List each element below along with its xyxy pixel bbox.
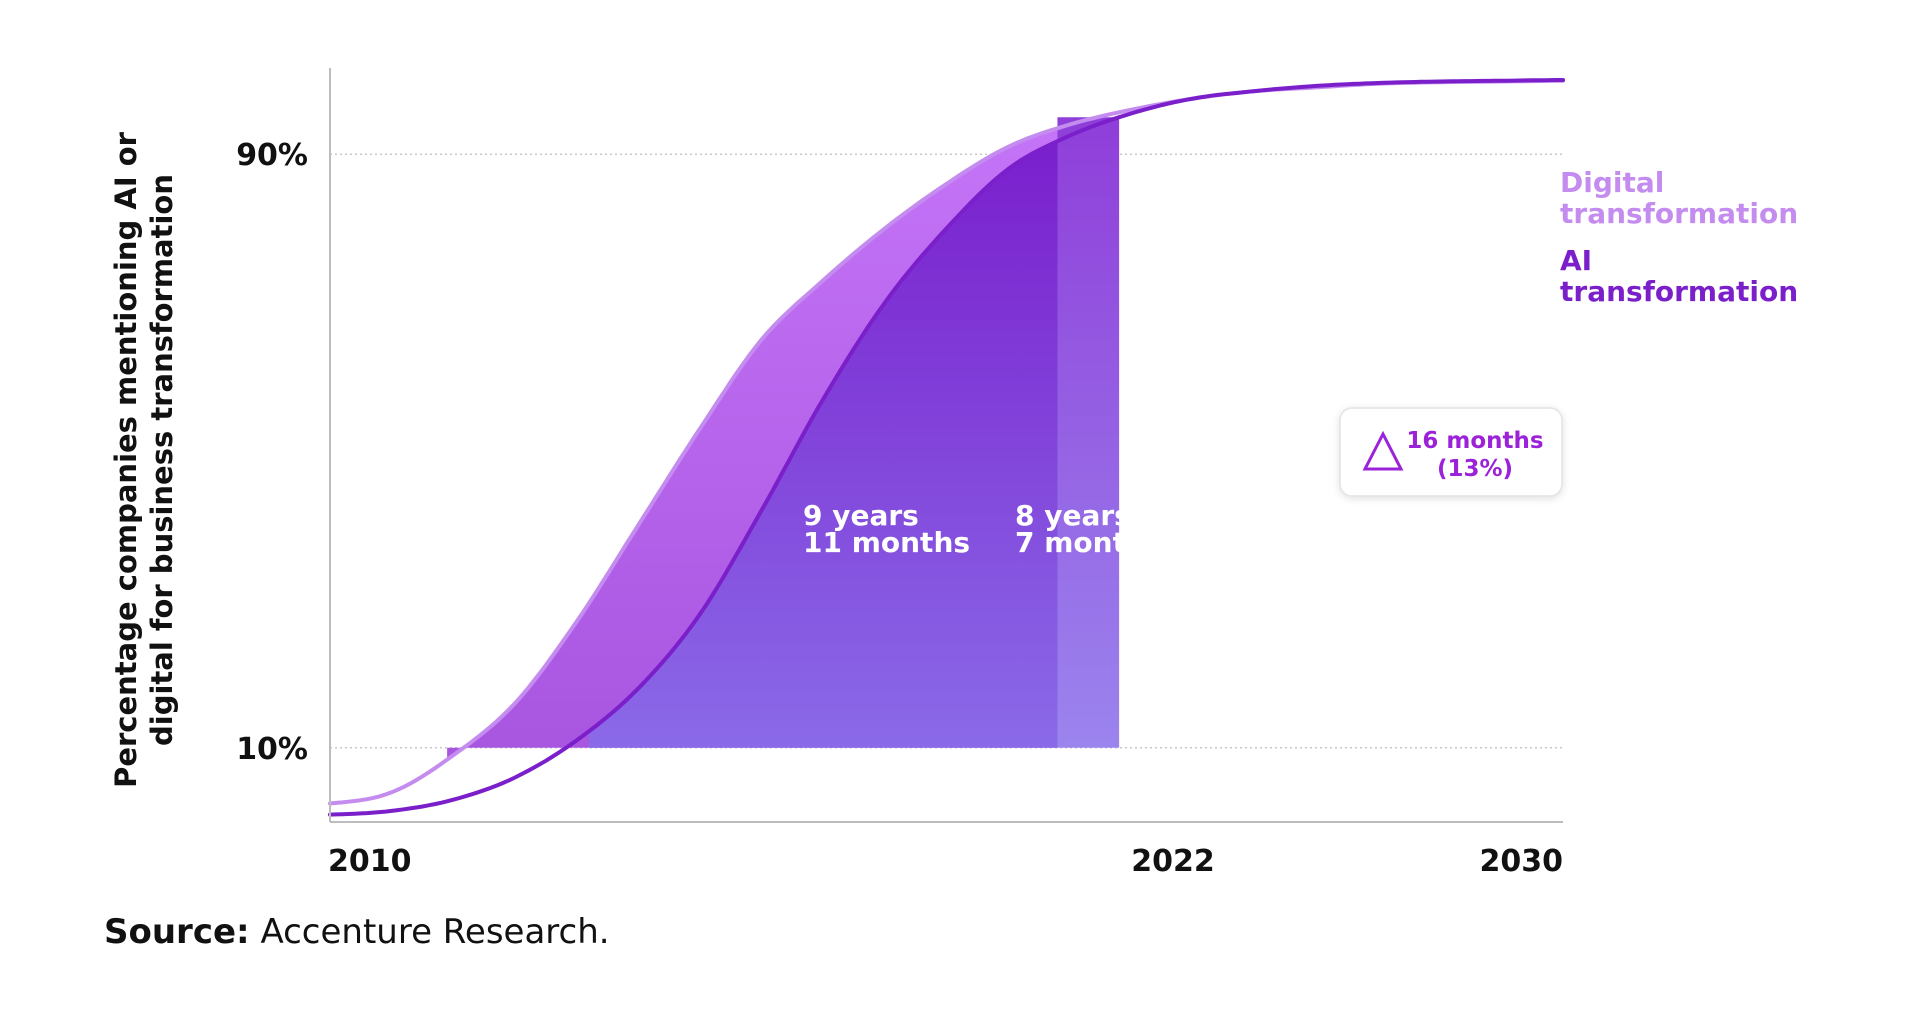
legend-line: AI [1560, 244, 1592, 277]
annotation-layer: 16 months (13%) [1339, 407, 1563, 497]
ai-duration-label: 8 years 7 months [1015, 499, 1163, 559]
delta-annotation-box [1339, 407, 1563, 497]
duration-line: 11 months [803, 526, 970, 559]
duration-line: 9 years [803, 499, 919, 532]
delta-line: (13%) [1437, 456, 1513, 482]
source-note: Source: Accenture Research. [104, 912, 610, 952]
legend-line: transformation [1560, 197, 1798, 230]
y-tick-label: 90% [236, 138, 308, 173]
y-axis-title: Percentage companies mentioning AI ordig… [109, 131, 179, 788]
duration-line: 7 months [1015, 526, 1163, 559]
delta-line: 16 months [1406, 428, 1543, 454]
area-layer [447, 117, 1120, 760]
line-layer [328, 78, 1565, 817]
ai-transformation-tail-area [1057, 117, 1120, 748]
triangle-icon [1362, 430, 1404, 471]
delta-annotation-text: 16 months (13%) [1406, 428, 1543, 482]
axis-layer: 10% 90% 2010 2022 2030 Percentage companies m… [109, 68, 1563, 879]
ai-transformation-line [328, 78, 1565, 817]
legend-line: Digital [1560, 166, 1664, 199]
legend-line: transformation [1560, 275, 1798, 308]
y-axis-title-line: Percentage companies mentioning AI or [109, 131, 143, 788]
digital-duration-label: 9 years 11 months [803, 499, 970, 559]
y-axis-title-line: digital for business transformation [145, 174, 179, 746]
legend-ai-transformation: AI transformation [1560, 244, 1798, 308]
legend-digital-transformation: Digital transformation [1560, 166, 1798, 230]
source-text: Accenture Research. [260, 912, 610, 952]
duration-line: 8 years [1015, 499, 1131, 532]
y-tick-label: 10% [236, 732, 308, 767]
x-tick-label: 2030 [1480, 844, 1564, 879]
source-prefix: Source: [104, 912, 250, 952]
x-tick-label: 2010 [328, 844, 412, 879]
x-tick-label: 2022 [1131, 844, 1215, 879]
ai-transformation-area [588, 141, 1058, 748]
